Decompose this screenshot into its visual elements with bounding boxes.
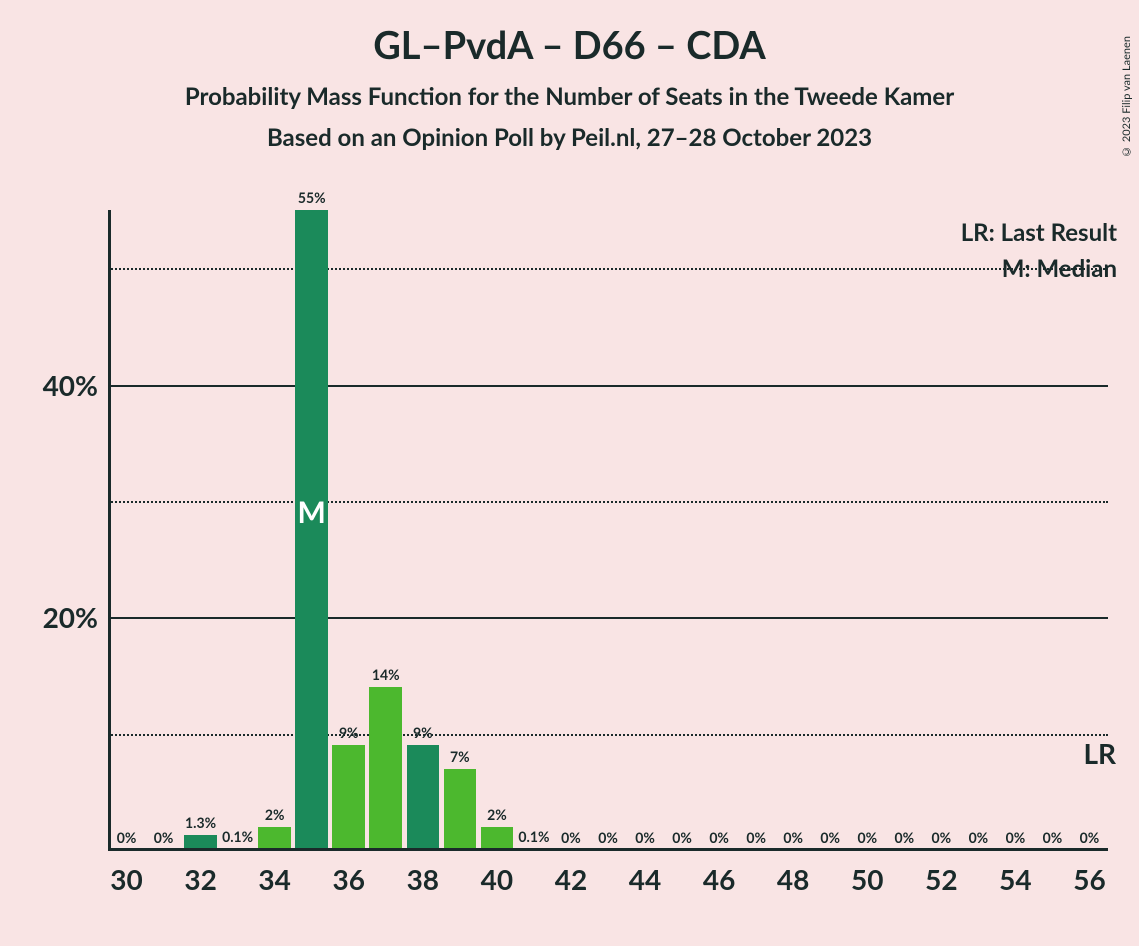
bar — [444, 769, 477, 850]
bar-value-label: 9% — [413, 724, 433, 741]
copyright-text: © 2023 Filip van Laenen — [1120, 36, 1133, 158]
x-axis-tick-label: 38 — [407, 862, 439, 896]
bar-value-label: 1.3% — [185, 814, 216, 831]
bar-value-label: 0% — [1006, 829, 1026, 846]
bar-value-label: 9% — [339, 724, 359, 741]
x-axis-line — [108, 848, 1108, 851]
y-axis-tick-label: 20% — [43, 600, 98, 634]
chart-subtitle-1: Probability Mass Function for the Number… — [0, 82, 1139, 111]
x-axis-tick-label: 44 — [629, 862, 661, 896]
bar-value-label: 0% — [154, 829, 174, 846]
bar-value-label: 0.1% — [222, 828, 253, 845]
bar — [295, 210, 328, 850]
bar — [481, 827, 514, 850]
bar-value-label: 0% — [709, 829, 729, 846]
bar-value-label: 14% — [372, 666, 400, 683]
y-axis-line — [108, 210, 111, 850]
x-axis-tick-label: 46 — [703, 862, 735, 896]
gridline-solid — [108, 617, 1108, 619]
x-axis-tick-label: 36 — [332, 862, 364, 896]
x-axis-tick-label: 32 — [184, 862, 216, 896]
bar-value-label: 0% — [1043, 829, 1063, 846]
chart-title: GL–PvdA – D66 – CDA — [0, 22, 1139, 68]
bar-value-label: 0% — [820, 829, 840, 846]
x-axis-tick-label: 50 — [851, 862, 883, 896]
bar — [332, 745, 365, 850]
bar-value-label: 0% — [598, 829, 618, 846]
x-axis-tick-label: 54 — [999, 862, 1031, 896]
last-result-marker: LR — [1083, 736, 1116, 770]
bar-value-label: 2% — [487, 806, 507, 823]
bar-value-label: 0.1% — [518, 828, 549, 845]
bar — [258, 827, 291, 850]
bar-value-label: 0% — [932, 829, 952, 846]
gridline-solid — [108, 385, 1108, 387]
bar-value-label: 0% — [894, 829, 914, 846]
bar-value-label: 0% — [672, 829, 692, 846]
chart-subtitle-2: Based on an Opinion Poll by Peil.nl, 27–… — [0, 123, 1139, 152]
chart-plot-area: 20%40%30323436384042444648505254560%0%1.… — [108, 210, 1108, 850]
bar-value-label: 55% — [298, 189, 326, 206]
gridline-dotted — [108, 501, 1108, 503]
x-axis-tick-label: 30 — [110, 862, 142, 896]
bar-value-label: 0% — [117, 829, 137, 846]
bar-value-label: 0% — [969, 829, 989, 846]
bar-value-label: 0% — [746, 829, 766, 846]
bar-value-label: 0% — [635, 829, 655, 846]
x-axis-tick-label: 48 — [777, 862, 809, 896]
bar-value-label: 0% — [1080, 829, 1100, 846]
x-axis-tick-label: 56 — [1073, 862, 1105, 896]
bar — [369, 687, 402, 850]
bar — [407, 745, 440, 850]
median-marker: M — [298, 494, 326, 530]
y-axis-tick-label: 40% — [43, 368, 98, 402]
x-axis-tick-label: 42 — [555, 862, 587, 896]
bar-value-label: 7% — [450, 748, 470, 765]
x-axis-tick-label: 34 — [258, 862, 290, 896]
x-axis-tick-label: 52 — [925, 862, 957, 896]
bar-value-label: 0% — [561, 829, 581, 846]
x-axis-tick-label: 40 — [481, 862, 513, 896]
bar-value-label: 2% — [265, 806, 285, 823]
bar-value-label: 0% — [783, 829, 803, 846]
bar-value-label: 0% — [857, 829, 877, 846]
gridline-dotted — [108, 734, 1108, 736]
gridline-dotted — [108, 268, 1108, 270]
